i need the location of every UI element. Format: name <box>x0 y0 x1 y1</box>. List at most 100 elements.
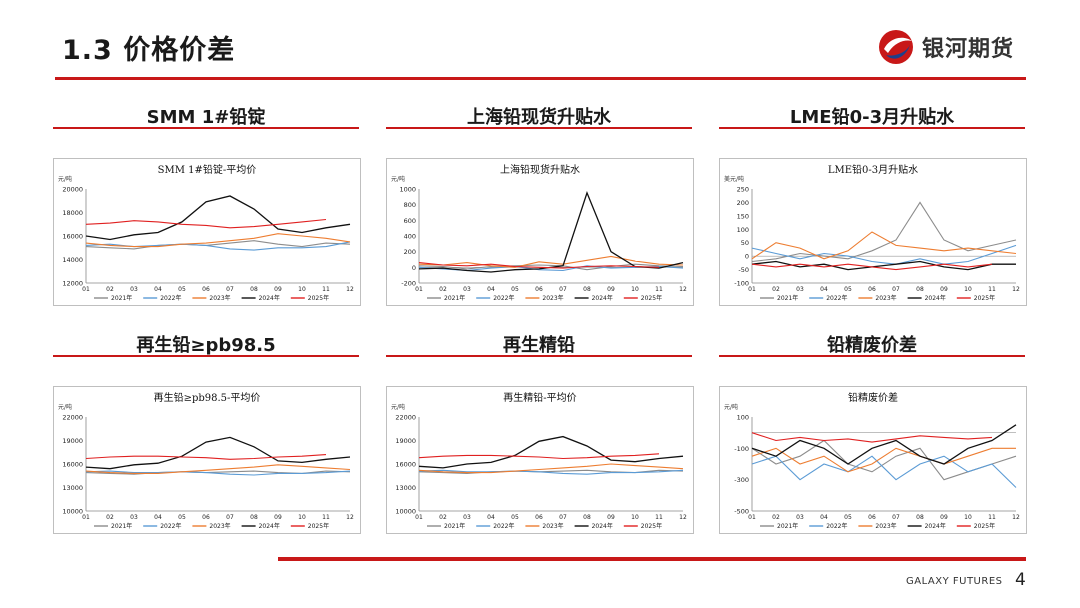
chart-refined-scrap-spread: 铅精废价差 元/吨 -500 -300 -100 100 01 02 03 04 05 06 07 08 0… <box>719 386 1027 534</box>
x-tick-label: 01 <box>82 286 90 293</box>
x-tick-label: 04 <box>154 514 162 521</box>
x-tick-label: 11 <box>988 514 996 521</box>
x-tick-label: 08 <box>250 514 258 521</box>
legend-label: 2023年 <box>875 522 896 530</box>
y-tick-label: 12000 <box>62 280 83 288</box>
x-tick-label: 07 <box>226 286 234 293</box>
legend-label: 2021年 <box>777 522 798 530</box>
series-line-2023年 <box>751 231 1017 260</box>
x-tick-label: 01 <box>748 514 756 521</box>
x-tick-label: 01 <box>415 286 423 293</box>
y-tick-label: 600 <box>404 217 416 225</box>
x-tick-label: 11 <box>322 286 330 293</box>
series-line-2024年 <box>418 191 684 273</box>
legend-label: 2021年 <box>111 294 132 302</box>
x-tick-label: 11 <box>655 286 663 293</box>
x-tick-label: 06 <box>868 286 876 293</box>
chart-title: SMM 1#铅锭-平均价 <box>158 163 257 176</box>
y-tick-label: -100 <box>734 280 749 288</box>
x-tick-label: 08 <box>916 514 924 521</box>
legend-label: 2024年 <box>925 522 946 530</box>
page-number: 4 <box>1015 570 1026 590</box>
panel-title-smm-lead-ingot: SMM 1#铅锭 <box>146 107 266 128</box>
y-axis-unit: 美元/吨 <box>724 175 744 183</box>
x-tick-label: 02 <box>106 514 114 521</box>
x-tick-label: 06 <box>535 286 543 293</box>
x-tick-label: 03 <box>796 286 804 293</box>
x-tick-label: 05 <box>844 514 852 521</box>
series-line-2022年 <box>751 244 1017 265</box>
y-tick-label: 50 <box>741 239 749 247</box>
galaxy-logo-icon <box>879 30 913 64</box>
legend-label: 2022年 <box>826 294 847 302</box>
x-tick-label: 08 <box>250 286 258 293</box>
x-tick-label: 07 <box>892 286 900 293</box>
x-tick-label: 01 <box>748 286 756 293</box>
series-line-2022年 <box>418 469 684 475</box>
y-tick-label: 800 <box>404 201 416 209</box>
x-tick-label: 06 <box>202 286 210 293</box>
y-axis-unit: 元/吨 <box>724 403 738 411</box>
footer-brand: GALAXY FUTURES <box>906 576 1003 587</box>
legend-label: 2025年 <box>974 294 995 302</box>
chart-title: 上海铅现货升贴水 <box>500 163 580 176</box>
y-tick-label: 0 <box>745 253 749 261</box>
panel-title-refined-scrap-spread: 铅精废价差 <box>827 335 917 356</box>
series-line-2022年 <box>85 470 351 476</box>
series-line-2025年 <box>751 263 993 271</box>
y-tick-label: 1000 <box>399 186 416 194</box>
panel-divider <box>386 127 692 129</box>
x-tick-label: 03 <box>796 514 804 521</box>
panel-title-secondary-lead: 再生铅≥pb98.5 <box>136 335 276 356</box>
y-axis-unit: 元/吨 <box>391 175 405 183</box>
series-line-2023年 <box>418 463 684 474</box>
x-tick-label: 10 <box>298 286 306 293</box>
y-tick-label: 16000 <box>62 461 83 469</box>
series-line-2025年 <box>85 454 327 460</box>
x-tick-label: 11 <box>322 514 330 521</box>
y-tick-label: 10000 <box>62 508 83 516</box>
x-tick-label: 08 <box>583 514 591 521</box>
x-tick-label: 09 <box>274 514 282 521</box>
y-tick-label: 22000 <box>395 414 416 422</box>
x-tick-label: 09 <box>607 286 615 293</box>
x-tick-label: 12 <box>679 514 687 521</box>
x-tick-label: 10 <box>964 514 972 521</box>
page-title: 1.3 价格价差 <box>62 35 236 66</box>
legend-label: 2025年 <box>641 522 662 530</box>
series-line-2024年 <box>85 436 351 470</box>
legend-label: 2024年 <box>259 522 280 530</box>
panel-divider <box>719 355 1025 357</box>
x-tick-label: 12 <box>1012 514 1020 521</box>
series-line-2023年 <box>85 464 351 474</box>
legend-label: 2022年 <box>493 294 514 302</box>
x-tick-label: 02 <box>772 286 780 293</box>
panel-title-lme-spread: LME铅0-3月升贴水 <box>789 107 955 128</box>
x-tick-label: 06 <box>202 514 210 521</box>
x-tick-label: 02 <box>439 286 447 293</box>
legend-label: 2022年 <box>160 294 181 302</box>
y-tick-label: 400 <box>404 233 416 241</box>
y-axis-unit: 元/吨 <box>391 403 405 411</box>
y-tick-label: 100 <box>737 226 749 234</box>
x-tick-label: 11 <box>655 514 663 521</box>
header-divider <box>55 77 1026 80</box>
x-tick-label: 02 <box>439 514 447 521</box>
x-tick-label: 09 <box>607 514 615 521</box>
y-tick-label: 16000 <box>395 461 416 469</box>
x-tick-label: 05 <box>844 286 852 293</box>
chart-title: 再生精铅-平均价 <box>503 391 576 404</box>
legend-label: 2022年 <box>826 522 847 530</box>
x-tick-label: 02 <box>772 514 780 521</box>
x-tick-label: 08 <box>916 286 924 293</box>
y-tick-label: 0 <box>412 264 416 272</box>
y-tick-label: 10000 <box>395 508 416 516</box>
y-tick-label: 13000 <box>62 484 83 492</box>
chart-title: 再生铅≥pb98.5-平均价 <box>154 391 261 404</box>
y-tick-label: 13000 <box>395 484 416 492</box>
x-tick-label: 04 <box>820 514 828 521</box>
y-tick-label: 20000 <box>62 186 83 194</box>
x-tick-label: 08 <box>583 286 591 293</box>
panel-divider <box>53 127 359 129</box>
x-tick-label: 12 <box>679 286 687 293</box>
